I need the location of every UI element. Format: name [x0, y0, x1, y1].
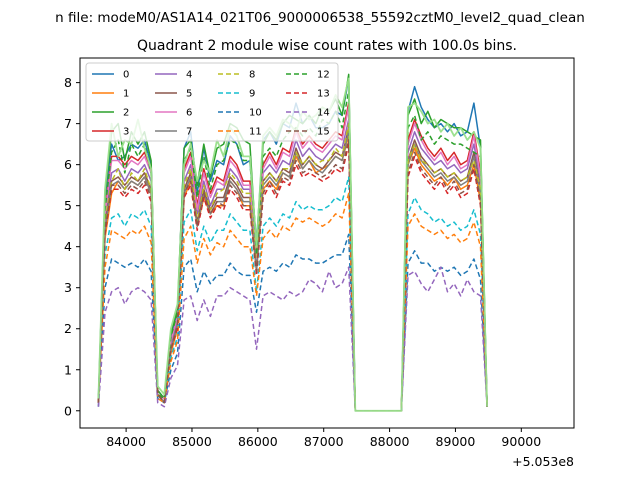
y-tick-label: 1 [64, 362, 72, 377]
legend-label: 9 [249, 89, 255, 100]
legend-label: 0 [123, 70, 129, 81]
x-tick-label: 88000 [370, 434, 410, 449]
legend-label: 5 [186, 89, 192, 100]
plot-frame [79, 57, 575, 429]
legend-label: 15 [317, 127, 330, 138]
series-line-8 [97, 122, 488, 412]
x-offset-text: +5.053e8 [512, 454, 574, 469]
legend-label: 2 [123, 108, 129, 119]
legend-frame [85, 62, 339, 142]
chart-title: Quadrant 2 module wise count rates with … [137, 38, 517, 54]
legend-label: 11 [249, 127, 262, 138]
series-line-14 [97, 266, 488, 412]
series-line-13 [97, 143, 488, 412]
legend-label: 6 [186, 108, 192, 119]
y-tick-label: 6 [64, 157, 72, 172]
x-tick-label: 86000 [238, 434, 278, 449]
x-tick-label: 84000 [106, 434, 146, 449]
series-line-11 [97, 192, 488, 412]
legend-label: 4 [186, 70, 192, 81]
legend-label: 7 [186, 127, 192, 138]
y-tick-label: 3 [64, 280, 72, 295]
y-tick-label: 4 [64, 239, 72, 254]
legend-label: 1 [123, 89, 129, 100]
x-tick-label: 89000 [436, 434, 476, 449]
series-line-10 [97, 233, 488, 412]
legend-label: 3 [123, 127, 129, 138]
y-tick-label: 2 [64, 321, 72, 336]
legend-label: 13 [317, 89, 330, 100]
series-line-6 [97, 106, 488, 412]
x-tick-label: 87000 [304, 434, 344, 449]
legend-label: 12 [317, 70, 330, 81]
legend-label: 14 [317, 108, 330, 119]
series-line-15 [97, 139, 488, 412]
axis-ticks: 84000 85000 86000 87000 88000 89000 90000 0 1 2 3 4… [64, 75, 541, 449]
legend-label: 8 [249, 70, 255, 81]
series-line-12 [97, 90, 488, 412]
x-tick-label: 85000 [172, 434, 212, 449]
legend-label: 10 [249, 108, 262, 119]
y-tick-label: 7 [64, 116, 72, 131]
y-tick-label: 8 [64, 75, 72, 90]
y-tick-label: 0 [64, 403, 72, 418]
x-tick-label: 90000 [501, 434, 541, 449]
suptitle: n file: modeM0/AS1A14_021T06_9000006538_… [55, 10, 585, 26]
y-tick-label: 5 [64, 198, 72, 213]
